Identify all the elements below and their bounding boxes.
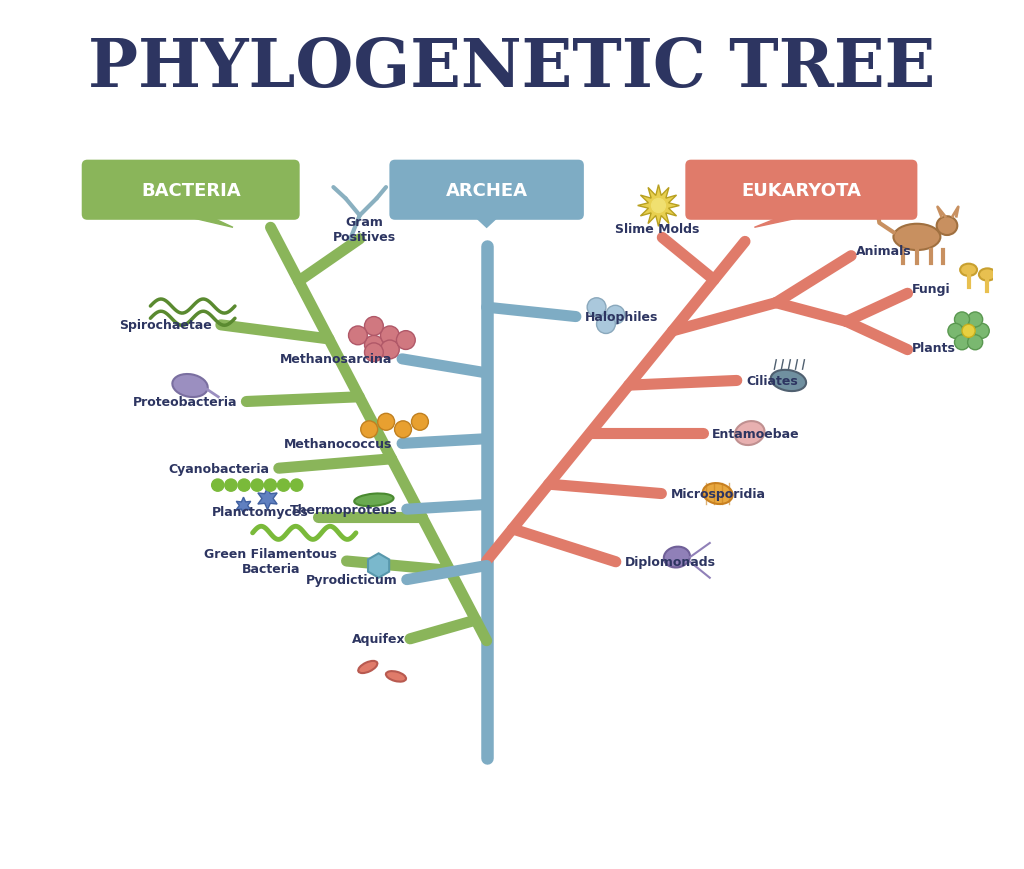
Circle shape [412,414,428,431]
Text: ARCHEA: ARCHEA [445,182,527,200]
Text: Plants: Plants [912,342,956,355]
Circle shape [394,421,412,438]
Text: Fungi: Fungi [912,282,951,295]
Ellipse shape [172,375,208,398]
Circle shape [365,343,383,362]
Circle shape [365,317,383,336]
Circle shape [587,298,606,317]
Text: Aquifex: Aquifex [352,633,406,646]
Ellipse shape [354,494,393,507]
Text: Animals: Animals [856,245,911,258]
Circle shape [948,324,963,339]
Circle shape [378,414,394,431]
Circle shape [251,480,263,492]
Ellipse shape [735,421,765,446]
Text: Methanosarcina: Methanosarcina [281,353,392,366]
Ellipse shape [937,217,957,235]
Circle shape [291,480,303,492]
Text: Green Filamentous
Bacteria: Green Filamentous Bacteria [205,547,337,575]
Circle shape [348,327,368,345]
Circle shape [954,335,970,350]
Text: Planctomyces: Planctomyces [212,506,309,519]
Ellipse shape [702,483,732,505]
Circle shape [962,325,975,338]
Text: PHYLOGENETIC TREE: PHYLOGENETIC TREE [88,36,936,101]
Ellipse shape [358,661,378,673]
Polygon shape [472,215,501,228]
Circle shape [396,331,416,350]
Circle shape [360,421,378,438]
Circle shape [968,335,983,350]
FancyBboxPatch shape [389,161,584,221]
Text: Halophiles: Halophiles [586,311,658,323]
Ellipse shape [386,672,407,682]
Text: Entamoebae: Entamoebae [712,427,800,440]
Ellipse shape [893,224,940,251]
Circle shape [381,341,399,360]
Ellipse shape [771,370,806,392]
Ellipse shape [979,269,995,282]
Circle shape [597,315,615,334]
Circle shape [606,306,625,325]
Text: Ciliates: Ciliates [746,375,798,388]
Circle shape [212,480,224,492]
Text: BACTERIA: BACTERIA [141,182,241,200]
FancyBboxPatch shape [82,161,300,221]
Circle shape [968,313,983,328]
Text: Diplomonads: Diplomonads [626,555,716,568]
Ellipse shape [664,547,690,567]
Polygon shape [755,215,815,228]
Text: Thermoproteus: Thermoproteus [290,503,397,516]
Circle shape [365,336,383,355]
Text: Pyrodicticum: Pyrodicticum [305,574,397,587]
Text: Microsporidia: Microsporidia [671,488,766,501]
Circle shape [381,327,399,345]
FancyBboxPatch shape [685,161,918,221]
Polygon shape [176,215,233,228]
Text: Slime Molds: Slime Molds [615,222,699,235]
Text: Cyanobacteria: Cyanobacteria [168,462,269,475]
Text: EUKARYOTA: EUKARYOTA [741,182,861,200]
Text: Spirochaetae: Spirochaetae [119,319,212,332]
Circle shape [225,480,237,492]
Circle shape [954,313,970,328]
Circle shape [278,480,290,492]
Circle shape [238,480,250,492]
Text: Methanococcus: Methanococcus [285,437,392,450]
Text: Gram
Positives: Gram Positives [333,216,396,244]
Ellipse shape [961,264,977,276]
Text: Proteobacteria: Proteobacteria [132,395,237,408]
Circle shape [974,324,989,339]
Circle shape [264,480,276,492]
